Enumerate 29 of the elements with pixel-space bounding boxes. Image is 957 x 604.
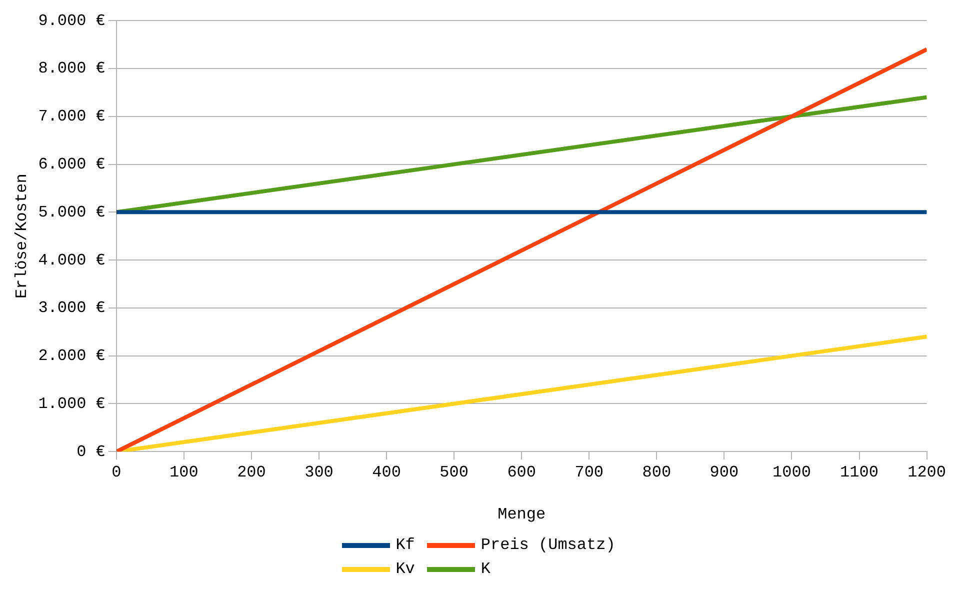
y-tick-label: 2.000 € xyxy=(38,347,106,366)
x-tick-label: 400 xyxy=(372,463,401,482)
y-tick-label: 5.000 € xyxy=(38,203,106,222)
legend-label: K xyxy=(480,560,490,578)
x-tick-label: 600 xyxy=(507,463,536,482)
x-tick-label: 800 xyxy=(642,463,672,482)
x-tick-label: 700 xyxy=(574,463,604,482)
legend-label: Kf xyxy=(396,536,415,554)
y-tick-label: 4.000 € xyxy=(38,251,106,270)
x-tick-label: 900 xyxy=(710,463,739,482)
x-tick-label: 200 xyxy=(237,463,266,482)
x-tick-label: 500 xyxy=(440,463,468,482)
y-tick-label: 8.000 € xyxy=(38,60,106,78)
y-tick-label: 6.000 € xyxy=(38,156,106,174)
y-tick-label: 1.000 € xyxy=(38,394,106,413)
y-axis-title: Erlöse/Kosten xyxy=(12,174,31,299)
x-tick-label: 300 xyxy=(304,463,334,482)
y-tick-label: 9.000 € xyxy=(38,12,106,30)
x-tick-label: 1100 xyxy=(840,463,878,482)
x-tick-label: 1200 xyxy=(908,463,946,482)
y-tick-label: 7.000 € xyxy=(38,108,106,126)
legend-label: Kv xyxy=(396,560,415,578)
x-tick-label: 1000 xyxy=(772,463,811,482)
x-tick-label: 100 xyxy=(170,463,198,482)
x-tick-label: 0 xyxy=(112,463,122,482)
x-axis-title: Menge xyxy=(498,506,546,524)
legend-label: Preis (Umsatz) xyxy=(480,536,616,554)
y-tick-label: 0 € xyxy=(76,442,106,461)
y-tick-label: 3.000 € xyxy=(38,299,106,318)
